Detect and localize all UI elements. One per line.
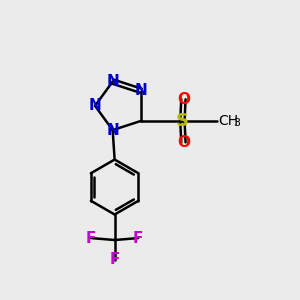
Text: N: N [89, 98, 101, 113]
Text: N: N [106, 123, 119, 138]
Text: S: S [176, 112, 189, 130]
Text: O: O [177, 135, 190, 150]
Text: F: F [86, 231, 96, 246]
Text: CH: CH [219, 114, 239, 128]
Text: F: F [110, 252, 120, 267]
Text: 3: 3 [233, 118, 241, 128]
Text: O: O [177, 92, 190, 107]
Text: N: N [106, 74, 119, 89]
Text: N: N [135, 83, 148, 98]
Text: F: F [133, 231, 143, 246]
